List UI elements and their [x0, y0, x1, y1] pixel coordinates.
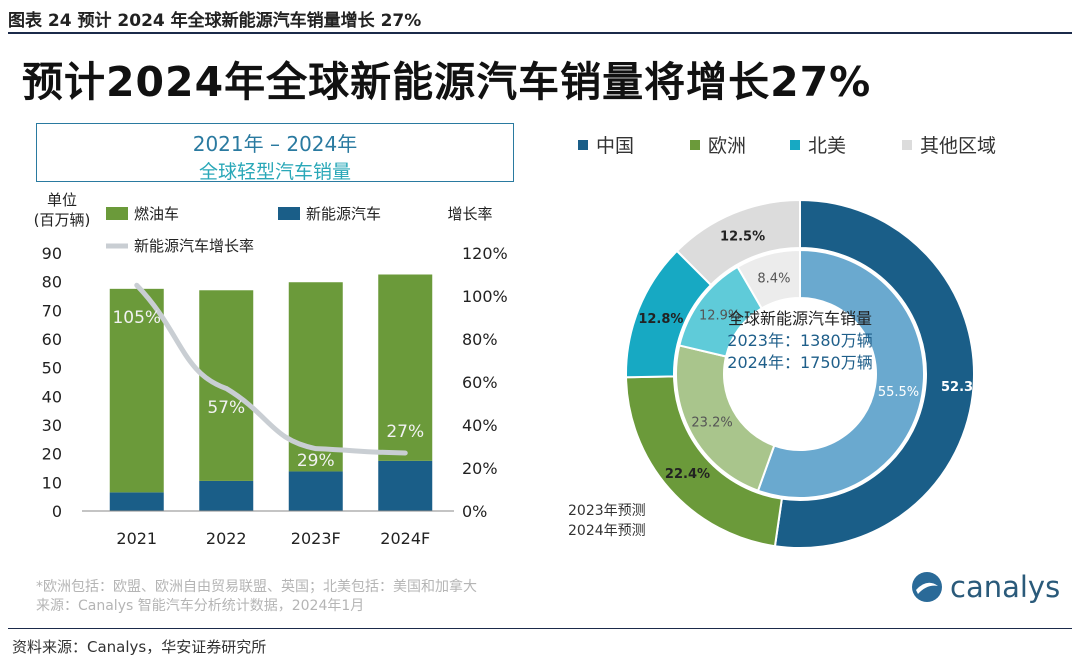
y-right-tick-label: 120% [462, 244, 508, 263]
inner-slice [736, 248, 801, 310]
legend-label-region: 中国 [596, 135, 634, 157]
inner-data-label: 55.5% [878, 385, 919, 400]
bar-ice [288, 282, 343, 472]
footnote-regions: *欧洲包括：欧盟、欧洲自由贸易联盟、英国；北美包括：美国和加拿大 [36, 579, 477, 595]
bar-chart-title-box: 2021年 – 2024年 全球轻型汽车销量 [36, 123, 514, 183]
bar-chart-title: 2021年 – 2024年 [192, 132, 358, 156]
bar-nev [109, 492, 164, 511]
outer-data-label: 12.5% [720, 229, 765, 244]
legend-label-region: 欧洲 [708, 135, 746, 157]
donut-center-title: 全球新能源汽车销量 [728, 309, 872, 328]
x-tick-label: 2024F [380, 529, 430, 548]
y-tick-label: 80 [42, 273, 62, 292]
y-axis-right-label: 增长率 [447, 205, 492, 223]
ring-note-inner: 内圈：2023年预测 [560, 503, 646, 519]
bottom-rule [8, 628, 1072, 629]
y-axis-label-line1: 单位 [47, 191, 77, 209]
inner-data-label: 23.2% [691, 416, 732, 431]
figure-caption: 图表 24 预计 2024 年全球新能源汽车销量增长 27% [8, 11, 422, 31]
donut-chart: 中国 欧洲 北美 其他区域 52.3% 22.4% 12.8% 12.5% 55.5% 23.2%… [560, 135, 996, 549]
bar-nev [199, 480, 254, 511]
inner-data-label: 12.9% [699, 308, 740, 323]
y-tick-label: 30 [42, 416, 62, 435]
growth-data-label: 29% [297, 451, 335, 471]
outer-slice [675, 198, 801, 287]
inner-slice [756, 248, 925, 499]
outer-data-label: 22.4% [665, 467, 710, 482]
legend-swatch-region [578, 140, 588, 150]
legend-swatch-region [790, 140, 800, 150]
growth-data-label: 57% [207, 398, 245, 418]
y-tick-label: 10 [42, 473, 62, 492]
growth-data-label: 105% [112, 308, 161, 328]
donut-center-line1: 2023年：1380万辆 [727, 331, 872, 350]
y-tick-label: 50 [42, 359, 62, 378]
top-rule [8, 32, 1072, 34]
bar-ice [199, 290, 254, 481]
outer-data-label: 52.3% [941, 380, 986, 395]
growth-data-label: 27% [386, 422, 424, 442]
y-tick-label: 60 [42, 330, 62, 349]
legend-label-growth: 新能源汽车增长率 [134, 237, 254, 255]
growth-line [134, 282, 408, 456]
ring-note-outer: 外圈：2024年预测 [560, 523, 646, 539]
y-right-tick-label: 20% [462, 459, 498, 478]
bar-nev [288, 471, 343, 511]
canalys-logo: canalys [910, 570, 1060, 604]
legend-label-nev: 新能源汽车 [306, 205, 381, 223]
legend-label-region: 其他区域 [920, 135, 996, 157]
y-tick-label: 70 [42, 301, 62, 320]
source-note: 资料来源：Canalys，华安证券研究所 [12, 638, 267, 656]
y-tick-label: 90 [42, 244, 62, 263]
logo-text: canalys [950, 570, 1061, 604]
y-tick-label: 0 [52, 502, 62, 521]
y-axis-label-line2: (百万辆) [34, 211, 91, 229]
footnote-source: 来源：Canalys 智能汽车分析统计数据，2024年1月 [36, 598, 365, 614]
inner-data-label: 8.4% [757, 271, 790, 286]
canalys-logo-icon [912, 572, 942, 602]
x-tick-label: 2021 [116, 529, 157, 548]
bar-ice [109, 288, 164, 493]
legend-swatch-region [690, 140, 700, 150]
y-right-tick-label: 100% [462, 287, 508, 306]
legend-label-ice: 燃油车 [134, 205, 179, 223]
y-tick-label: 20 [42, 445, 62, 464]
y-tick-label: 40 [42, 387, 62, 406]
bar-chart-subtitle: 全球轻型汽车销量 [198, 161, 351, 183]
bar-nev [378, 460, 433, 511]
y-right-tick-label: 0% [462, 502, 487, 521]
bar-ice [378, 274, 433, 461]
outer-slice [773, 198, 975, 549]
headline: 预计2024年全球新能源汽车销量将增长27% [22, 58, 872, 106]
donut-center-line2: 2024年：1750万辆 [727, 353, 872, 372]
legend-swatch-nev [278, 207, 300, 220]
y-right-tick-label: 60% [462, 373, 498, 392]
legend-swatch-region [902, 140, 912, 150]
outer-data-label: 12.8% [638, 312, 683, 327]
x-tick-label: 2022 [206, 529, 247, 548]
y-right-tick-label: 80% [462, 330, 498, 349]
x-tick-label: 2023F [291, 529, 341, 548]
y-right-tick-label: 40% [462, 416, 498, 435]
legend-label-region: 北美 [808, 135, 846, 157]
legend-swatch-ice [106, 207, 128, 220]
